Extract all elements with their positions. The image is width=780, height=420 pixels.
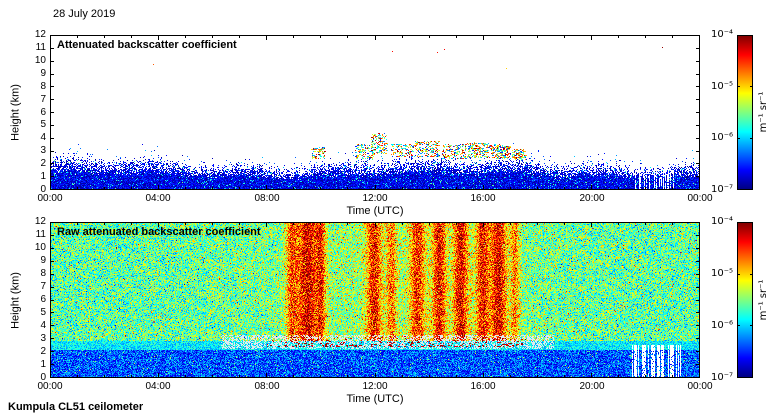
y-tick-label: 6 xyxy=(40,294,46,305)
y-tick-label: 11 xyxy=(35,42,46,53)
y-tick-label: 1 xyxy=(40,171,46,182)
y-tick-label: 9 xyxy=(40,255,46,266)
y-tick-label: 10 xyxy=(34,55,46,66)
y-tick-label: 9 xyxy=(40,68,46,79)
panel2-colorbar-units-label: m⁻¹ sr⁻¹ xyxy=(758,279,769,321)
colorbar-tick-label: 10⁻⁴ xyxy=(710,29,733,40)
x-tick-label: 20:00 xyxy=(579,381,605,392)
colorbar-tick-label: 10⁻⁴ xyxy=(710,216,733,227)
y-tick-label: 11 xyxy=(35,229,46,240)
x-tick-label: 12:00 xyxy=(362,193,388,204)
y-tick-label: 4 xyxy=(40,132,46,143)
y-tick-label: 12 xyxy=(34,29,46,40)
y-tick-label: 0 xyxy=(40,372,46,383)
raw-attenuated-backscatter-heatmap xyxy=(50,222,700,378)
x-tick-label: 00:00 xyxy=(37,381,63,392)
y-tick-label: 12 xyxy=(34,216,46,227)
y-tick-label: 10 xyxy=(34,242,46,253)
x-tick-label: 00:00 xyxy=(687,193,713,204)
x-tick-label: 16:00 xyxy=(470,381,496,392)
instrument-label: Kumpula CL51 ceilometer xyxy=(8,401,144,413)
panel1-x-axis-label: Time (UTC) xyxy=(346,205,404,217)
colorbar-tick-label: 10⁻⁶ xyxy=(710,320,733,331)
colorbar-tick-label: 10⁻⁶ xyxy=(710,132,733,143)
colorbar-tick-label: 10⁻⁵ xyxy=(710,268,733,279)
y-tick-label: 5 xyxy=(40,307,46,318)
x-tick-label: 20:00 xyxy=(579,193,605,204)
y-tick-label: 7 xyxy=(40,94,46,105)
attenuated-backscatter-heatmap xyxy=(50,35,700,190)
y-tick-label: 4 xyxy=(40,320,46,331)
colorbar-tick-label: 10⁻⁷ xyxy=(710,184,733,195)
y-tick-label: 5 xyxy=(40,119,46,130)
x-tick-label: 16:00 xyxy=(470,193,496,204)
x-tick-label: 12:00 xyxy=(362,381,388,392)
panel1-colorbar-units-label: m⁻¹ sr⁻¹ xyxy=(758,91,769,133)
x-tick-label: 04:00 xyxy=(145,381,171,392)
y-tick-label: 0 xyxy=(40,184,46,195)
x-tick-label: 08:00 xyxy=(254,193,280,204)
colorbar-tick-label: 10⁻⁷ xyxy=(710,372,733,383)
y-tick-label: 8 xyxy=(40,268,46,279)
x-tick-label: 04:00 xyxy=(145,193,171,204)
x-tick-label: 08:00 xyxy=(254,381,280,392)
x-tick-label: 00:00 xyxy=(687,381,713,392)
y-tick-label: 3 xyxy=(40,333,46,344)
y-tick-label: 8 xyxy=(40,81,46,92)
y-tick-label: 1 xyxy=(40,359,46,370)
y-tick-label: 6 xyxy=(40,107,46,118)
panel1-title: Attenuated backscatter coefficient xyxy=(57,39,237,51)
y-tick-label: 2 xyxy=(40,346,46,357)
y-tick-label: 2 xyxy=(40,158,46,169)
panel2-title: Raw attenuated backscatter coefficient xyxy=(57,226,261,238)
x-tick-label: 00:00 xyxy=(37,193,63,204)
y-tick-label: 7 xyxy=(40,281,46,292)
panel2-x-axis-label: Time (UTC) xyxy=(346,393,404,405)
panel2-colorbar xyxy=(737,222,753,378)
panel1-colorbar xyxy=(737,35,753,190)
date-label: 28 July 2019 xyxy=(53,8,116,20)
colorbar-tick-label: 10⁻⁵ xyxy=(710,81,733,92)
y-tick-label: 3 xyxy=(40,145,46,156)
